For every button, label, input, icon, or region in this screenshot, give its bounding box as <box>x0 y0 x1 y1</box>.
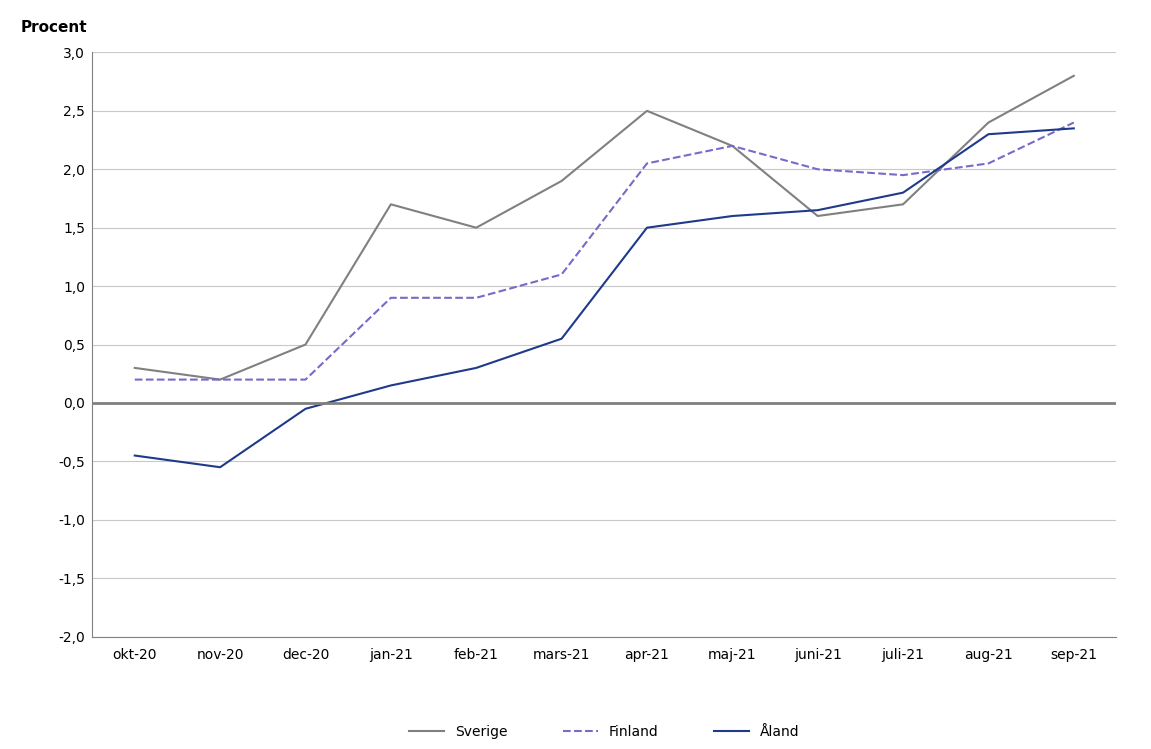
Legend: Sverige, Finland, Åland: Sverige, Finland, Åland <box>404 720 805 745</box>
Text: Procent: Procent <box>21 20 87 35</box>
